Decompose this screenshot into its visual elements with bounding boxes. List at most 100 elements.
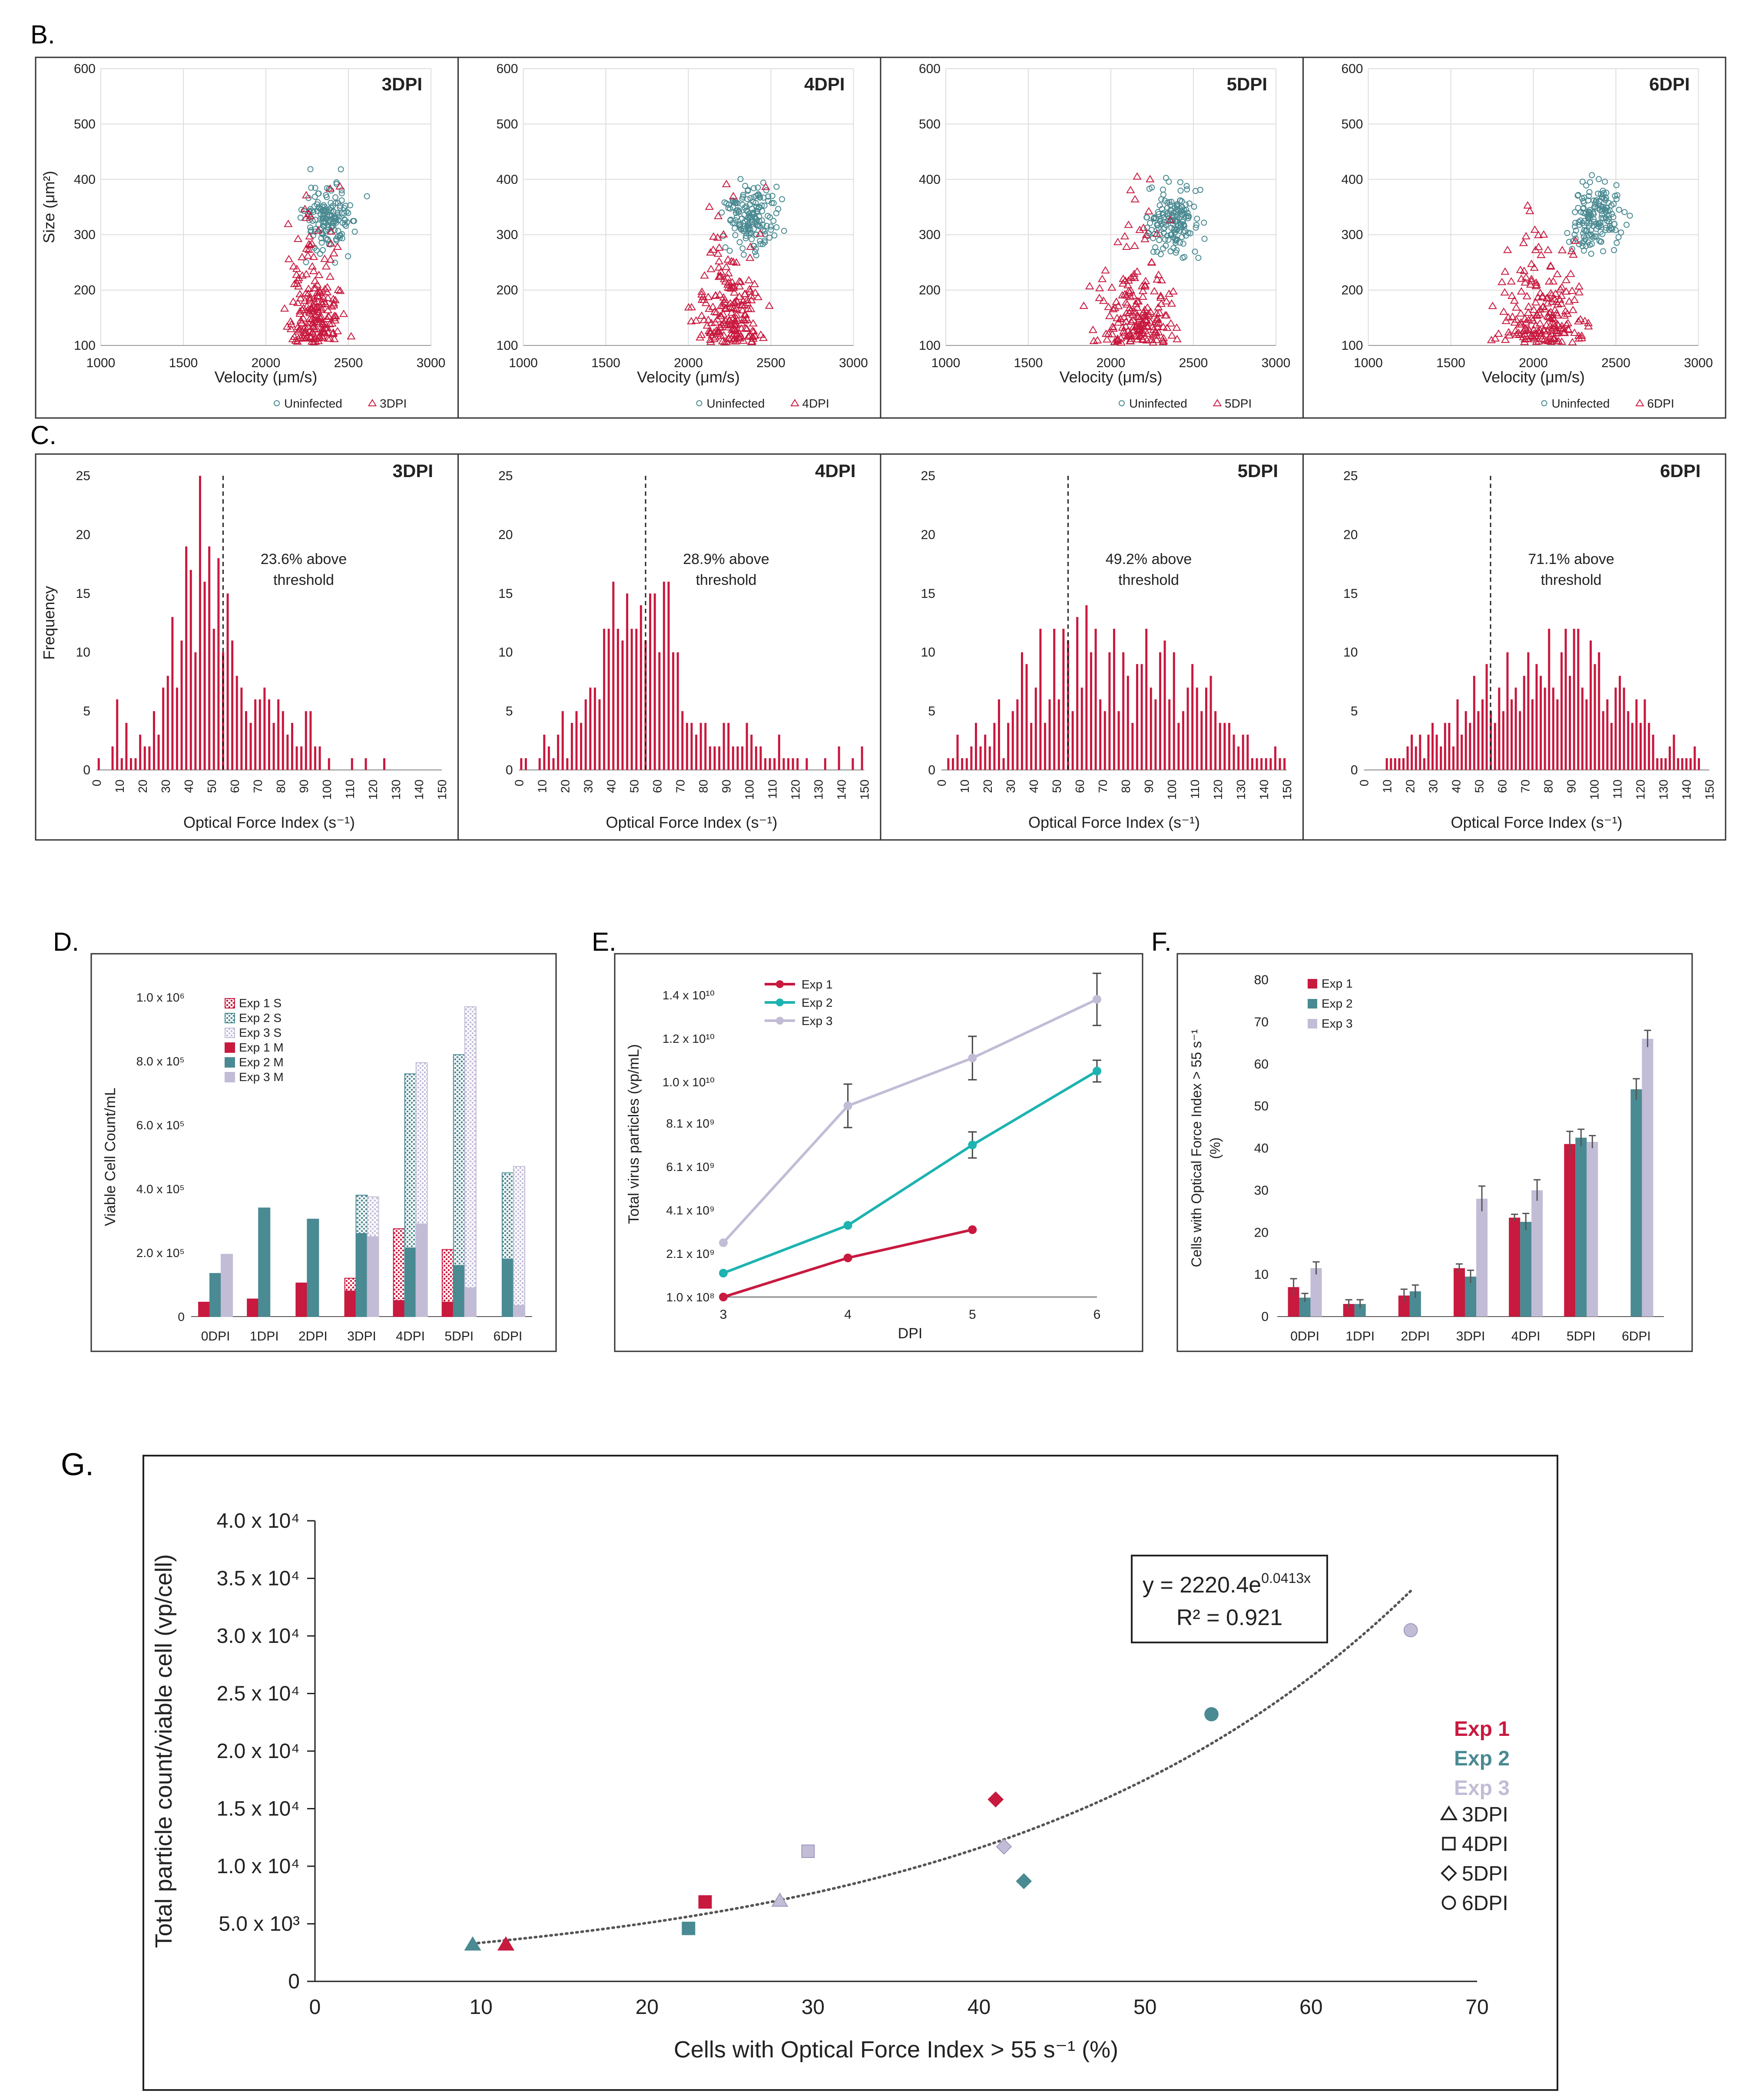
histogram-bar — [718, 746, 721, 770]
infected-point — [722, 262, 731, 270]
infected-point — [1521, 232, 1531, 239]
data-point — [843, 1101, 852, 1110]
legend-label: Exp 1 — [1322, 977, 1353, 990]
y-tick-label: 0 — [1261, 1310, 1269, 1324]
histogram-bar — [1594, 664, 1596, 770]
x-tick-label: 60 — [1496, 780, 1509, 793]
histogram-bar — [699, 723, 702, 770]
histogram-bar — [116, 699, 119, 770]
infected-point — [719, 230, 728, 238]
x-tick-label: 60 — [1299, 1996, 1322, 2019]
infected-point — [1118, 323, 1127, 331]
infected-point — [1152, 335, 1161, 343]
infected-point — [1141, 277, 1150, 284]
x-tick-label: 4DPI — [1511, 1329, 1541, 1344]
x-tick-label: 150 — [858, 780, 871, 800]
x-tick-label: 0 — [513, 780, 526, 786]
histogram-bar — [1473, 676, 1475, 770]
infected-point — [305, 232, 314, 240]
infected-point — [282, 322, 292, 330]
infected-point — [1156, 299, 1166, 307]
infected-point — [1124, 286, 1133, 294]
infected-point — [1549, 315, 1558, 323]
uninfected-point — [351, 229, 358, 235]
histogram-bar — [1269, 758, 1272, 770]
viable-cell-bar — [415, 1223, 428, 1317]
uninfected-point — [779, 196, 785, 202]
histogram-bar — [796, 758, 799, 770]
infected-point — [1113, 318, 1123, 326]
infected-point — [302, 191, 311, 199]
uninfected-point — [1590, 197, 1597, 204]
legend-infected-label: 3DPI — [380, 397, 407, 410]
ofi-bar — [1587, 1141, 1598, 1317]
infected-point — [1547, 329, 1556, 337]
infected-point — [1088, 325, 1097, 333]
infected-point — [687, 317, 696, 325]
histogram-bar — [557, 734, 560, 770]
infected-point — [1537, 329, 1546, 337]
histogram-bar — [663, 581, 665, 770]
uninfected-point — [1599, 231, 1606, 237]
histogram-bar — [1021, 652, 1023, 770]
infected-point — [697, 330, 706, 338]
uninfected-point — [312, 216, 318, 223]
histogram-bar — [1398, 758, 1401, 770]
infected-point — [699, 292, 708, 300]
uninfected-point — [1197, 186, 1203, 193]
uninfected-point — [1580, 206, 1586, 212]
y-tick-label: 100 — [496, 338, 518, 353]
legend-label: Exp 2 M — [239, 1055, 284, 1069]
panel-label-f: F. — [1151, 927, 1172, 956]
uninfected-point — [736, 239, 743, 245]
infected-point — [293, 234, 303, 242]
uninfected-point — [757, 238, 763, 244]
histogram-bar — [300, 746, 303, 770]
histogram-bar — [153, 711, 155, 770]
equation-box — [1131, 1555, 1328, 1643]
uninfected-point — [761, 202, 768, 209]
histogram-bar — [1394, 758, 1396, 770]
histogram-bar — [598, 699, 601, 770]
infected-point — [1120, 232, 1130, 239]
uninfected-point — [1576, 241, 1582, 248]
infected-point — [745, 253, 755, 261]
series-line — [722, 998, 1098, 1244]
histogram-bar — [1639, 723, 1642, 770]
infected-point — [333, 242, 342, 250]
histogram-bar — [258, 699, 261, 770]
y-tick-label: 15 — [1343, 587, 1358, 601]
uninfected-point — [751, 185, 757, 192]
uninfected-point — [1582, 228, 1589, 234]
infected-point — [290, 279, 299, 287]
infected-point — [298, 253, 307, 261]
x-tick-label: 70 — [1519, 780, 1532, 793]
infected-point — [711, 291, 720, 299]
legend-infected-label: 5DPI — [1225, 397, 1252, 410]
uninfected-point — [1579, 179, 1586, 185]
uninfected-point — [1596, 176, 1602, 182]
y-axis-title: Cells with Optical Force Index > 55 s⁻¹ — [1189, 1029, 1204, 1267]
x-tick-label: 110 — [1611, 780, 1624, 799]
uninfected-point — [1597, 207, 1603, 213]
histogram-bar — [838, 746, 840, 770]
infected-point — [739, 315, 748, 323]
y-tick-label: 600 — [919, 62, 941, 76]
histogram-bar — [245, 711, 247, 770]
infected-point — [292, 270, 301, 278]
infected-point — [305, 315, 314, 322]
uninfected-point — [1186, 200, 1193, 207]
infected-point — [1159, 338, 1168, 345]
uninfected-point — [727, 206, 733, 212]
histogram-bar — [217, 558, 220, 770]
infected-point — [1146, 307, 1155, 315]
y-tick-label: 5 — [506, 704, 513, 719]
uninfected-point — [333, 179, 340, 186]
histogram-bar — [1163, 640, 1166, 770]
infected-point — [1547, 291, 1557, 299]
infected-point — [727, 257, 736, 265]
histogram-bar — [143, 746, 146, 770]
infected-point — [1134, 327, 1143, 335]
uninfected-point — [334, 210, 341, 216]
infected-point — [315, 292, 324, 300]
